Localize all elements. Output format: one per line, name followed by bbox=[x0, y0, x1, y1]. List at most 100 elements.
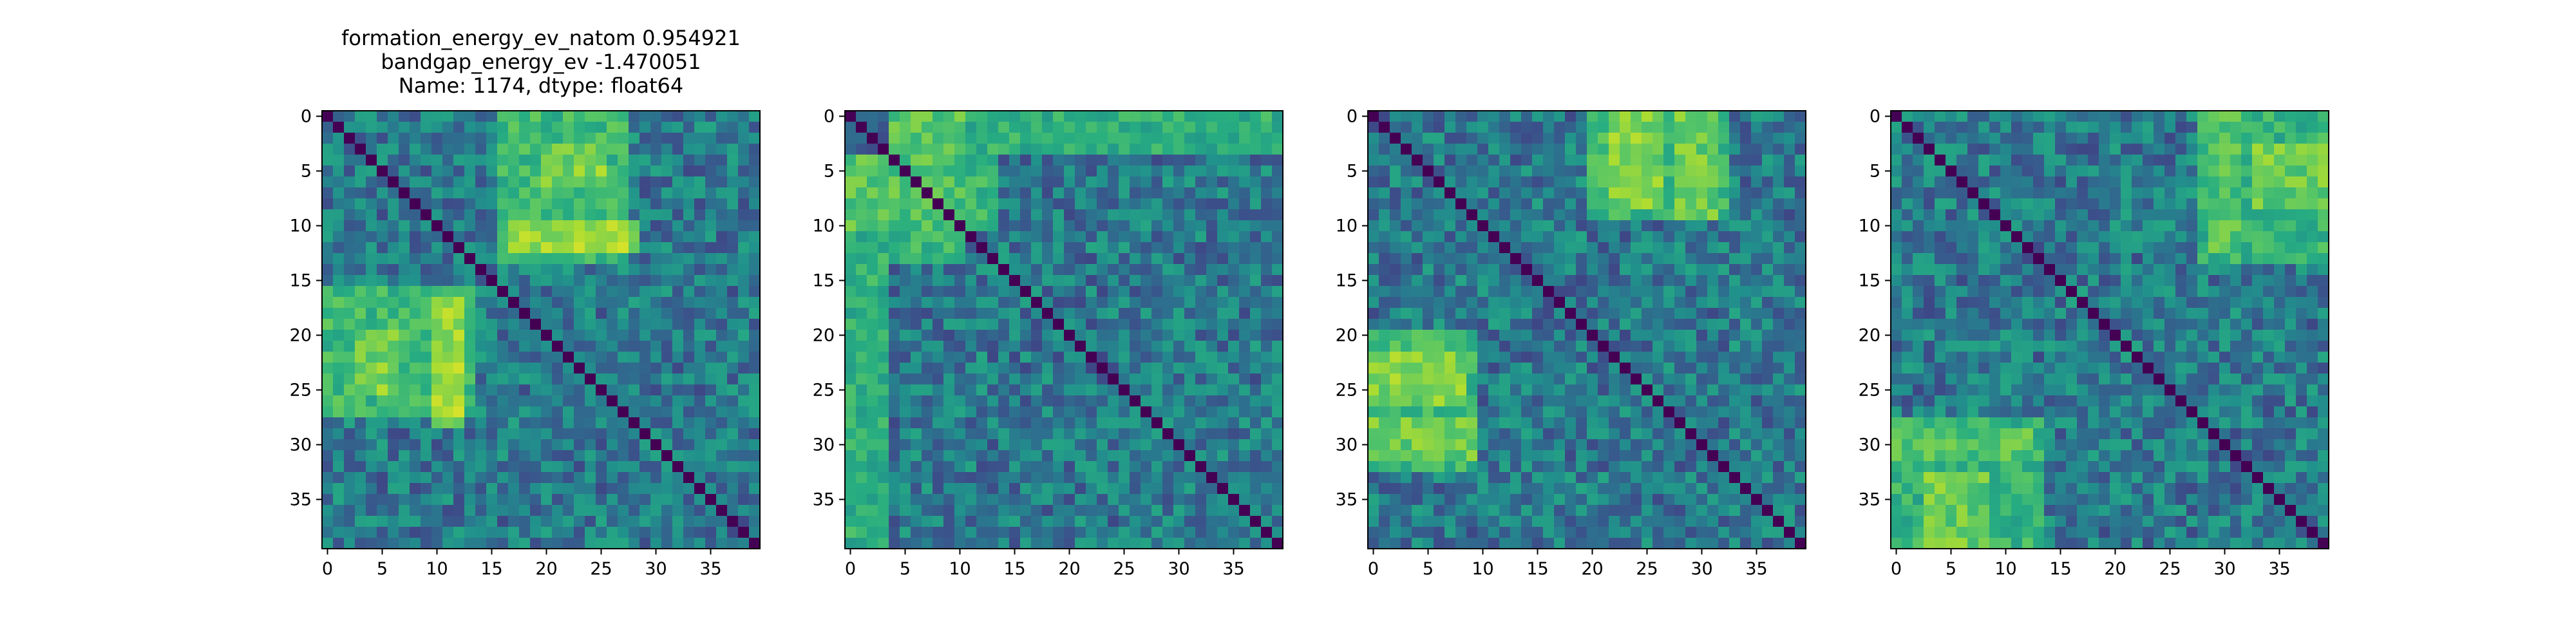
heatmap-cell bbox=[749, 472, 761, 484]
heatmap-cell bbox=[1543, 374, 1555, 385]
heatmap-cell bbox=[475, 483, 487, 495]
heatmap-cell bbox=[1053, 275, 1065, 287]
heatmap-cell bbox=[1795, 439, 1806, 451]
heatmap-cell bbox=[1239, 341, 1251, 352]
heatmap-cell bbox=[530, 166, 542, 177]
heatmap-cell bbox=[1631, 472, 1642, 484]
heatmap-cell bbox=[1151, 155, 1163, 166]
heatmap-cell bbox=[1751, 384, 1763, 396]
heatmap-cell bbox=[388, 308, 399, 319]
heatmap-cell bbox=[2274, 111, 2286, 122]
heatmap-cell bbox=[1488, 187, 1500, 199]
heatmap-cell bbox=[1609, 363, 1620, 374]
heatmap-cell bbox=[574, 264, 585, 276]
heatmap-cell bbox=[366, 166, 377, 177]
heatmap-cell bbox=[1053, 461, 1065, 473]
heatmap-cell bbox=[355, 275, 366, 287]
heatmap-cell bbox=[856, 111, 867, 122]
heatmap-cell bbox=[453, 384, 465, 396]
heatmap-cell bbox=[1206, 494, 1218, 506]
heatmap-cell bbox=[1631, 319, 1642, 330]
heatmap-cell bbox=[1206, 308, 1218, 319]
heatmap-cell bbox=[1250, 253, 1262, 265]
heatmap-cell bbox=[322, 428, 334, 440]
heatmap-cell bbox=[1173, 198, 1185, 210]
y-tick-label: 30 bbox=[813, 435, 835, 455]
heatmap-cell bbox=[1631, 505, 1642, 516]
heatmap-cell bbox=[716, 242, 728, 254]
heatmap-cell bbox=[845, 483, 857, 495]
heatmap-cell bbox=[421, 133, 432, 144]
heatmap-cell bbox=[366, 483, 377, 495]
heatmap-cell bbox=[1499, 384, 1511, 396]
heatmap-cell bbox=[1663, 450, 1675, 462]
heatmap-cell bbox=[749, 406, 761, 418]
heatmap-cell bbox=[1097, 384, 1108, 396]
heatmap-cell bbox=[1543, 406, 1555, 418]
heatmap-cell bbox=[1510, 428, 1522, 440]
heatmap-cell bbox=[1718, 395, 1730, 407]
heatmap-cell bbox=[410, 505, 421, 516]
heatmap-cell bbox=[1499, 198, 1511, 210]
heatmap-cell bbox=[1554, 439, 1566, 451]
heatmap-cell bbox=[694, 439, 706, 451]
heatmap-cell bbox=[1663, 242, 1675, 254]
heatmap-cell bbox=[1217, 133, 1229, 144]
heatmap-cell bbox=[922, 144, 933, 155]
heatmap-cell bbox=[596, 363, 607, 374]
heatmap-cell bbox=[1444, 352, 1456, 363]
heatmap-cell bbox=[1368, 472, 1379, 484]
heatmap-cell bbox=[1064, 461, 1075, 473]
heatmap-cell bbox=[1075, 417, 1086, 429]
heatmap-cell bbox=[629, 384, 640, 396]
heatmap-cell bbox=[650, 286, 662, 298]
heatmap-cell bbox=[1499, 505, 1511, 516]
heatmap-cell bbox=[1477, 155, 1489, 166]
heatmap-cell bbox=[672, 264, 684, 276]
heatmap-cell bbox=[1206, 242, 1218, 254]
heatmap-cell bbox=[1184, 286, 1196, 298]
heatmap-cell bbox=[585, 242, 596, 254]
heatmap-cell bbox=[1663, 220, 1675, 232]
heatmap-cell bbox=[377, 144, 388, 155]
heatmap-cell bbox=[900, 527, 911, 538]
heatmap-cell bbox=[366, 374, 377, 385]
heatmap-cell bbox=[1217, 297, 1229, 308]
heatmap-cell bbox=[856, 538, 867, 549]
heatmap-cell bbox=[333, 472, 345, 484]
heatmap-cell bbox=[694, 352, 706, 363]
heatmap-cell bbox=[355, 516, 366, 527]
heatmap-cell bbox=[900, 133, 911, 144]
heatmap-cell bbox=[661, 483, 673, 495]
heatmap-cell bbox=[1609, 527, 1620, 538]
heatmap-cell bbox=[1587, 297, 1598, 308]
heatmap-cell bbox=[1042, 374, 1054, 385]
heatmap-cell bbox=[1642, 395, 1653, 407]
heatmap-cell bbox=[1543, 341, 1555, 352]
heatmap-cell bbox=[1729, 363, 1741, 374]
heatmap-cell bbox=[1162, 187, 1174, 199]
heatmap-cell bbox=[922, 330, 933, 341]
heatmap-cell bbox=[943, 406, 955, 418]
heatmap-cell bbox=[1455, 406, 1467, 418]
heatmap-cell bbox=[1466, 330, 1478, 341]
heatmap-cell bbox=[1086, 253, 1097, 265]
heatmap-cell bbox=[1086, 538, 1097, 549]
heatmap-cell bbox=[845, 122, 857, 133]
heatmap-cell bbox=[552, 144, 564, 155]
heatmap-cell bbox=[976, 439, 988, 451]
heatmap-cell bbox=[1477, 483, 1489, 495]
heatmap-cell bbox=[366, 341, 377, 352]
heatmap-cell bbox=[563, 527, 574, 538]
heatmap-cell bbox=[1250, 187, 1262, 199]
heatmap-cell bbox=[431, 527, 443, 538]
heatmap-cell bbox=[552, 538, 564, 549]
heatmap-cell bbox=[508, 417, 520, 429]
heatmap-cell bbox=[1162, 439, 1174, 451]
heatmap-cell bbox=[650, 253, 662, 265]
heatmap-cell bbox=[954, 176, 966, 188]
heatmap-cell bbox=[1587, 406, 1598, 418]
heatmap-cell bbox=[574, 428, 585, 440]
heatmap-cell bbox=[1444, 220, 1456, 232]
heatmap-cell bbox=[1477, 198, 1489, 210]
